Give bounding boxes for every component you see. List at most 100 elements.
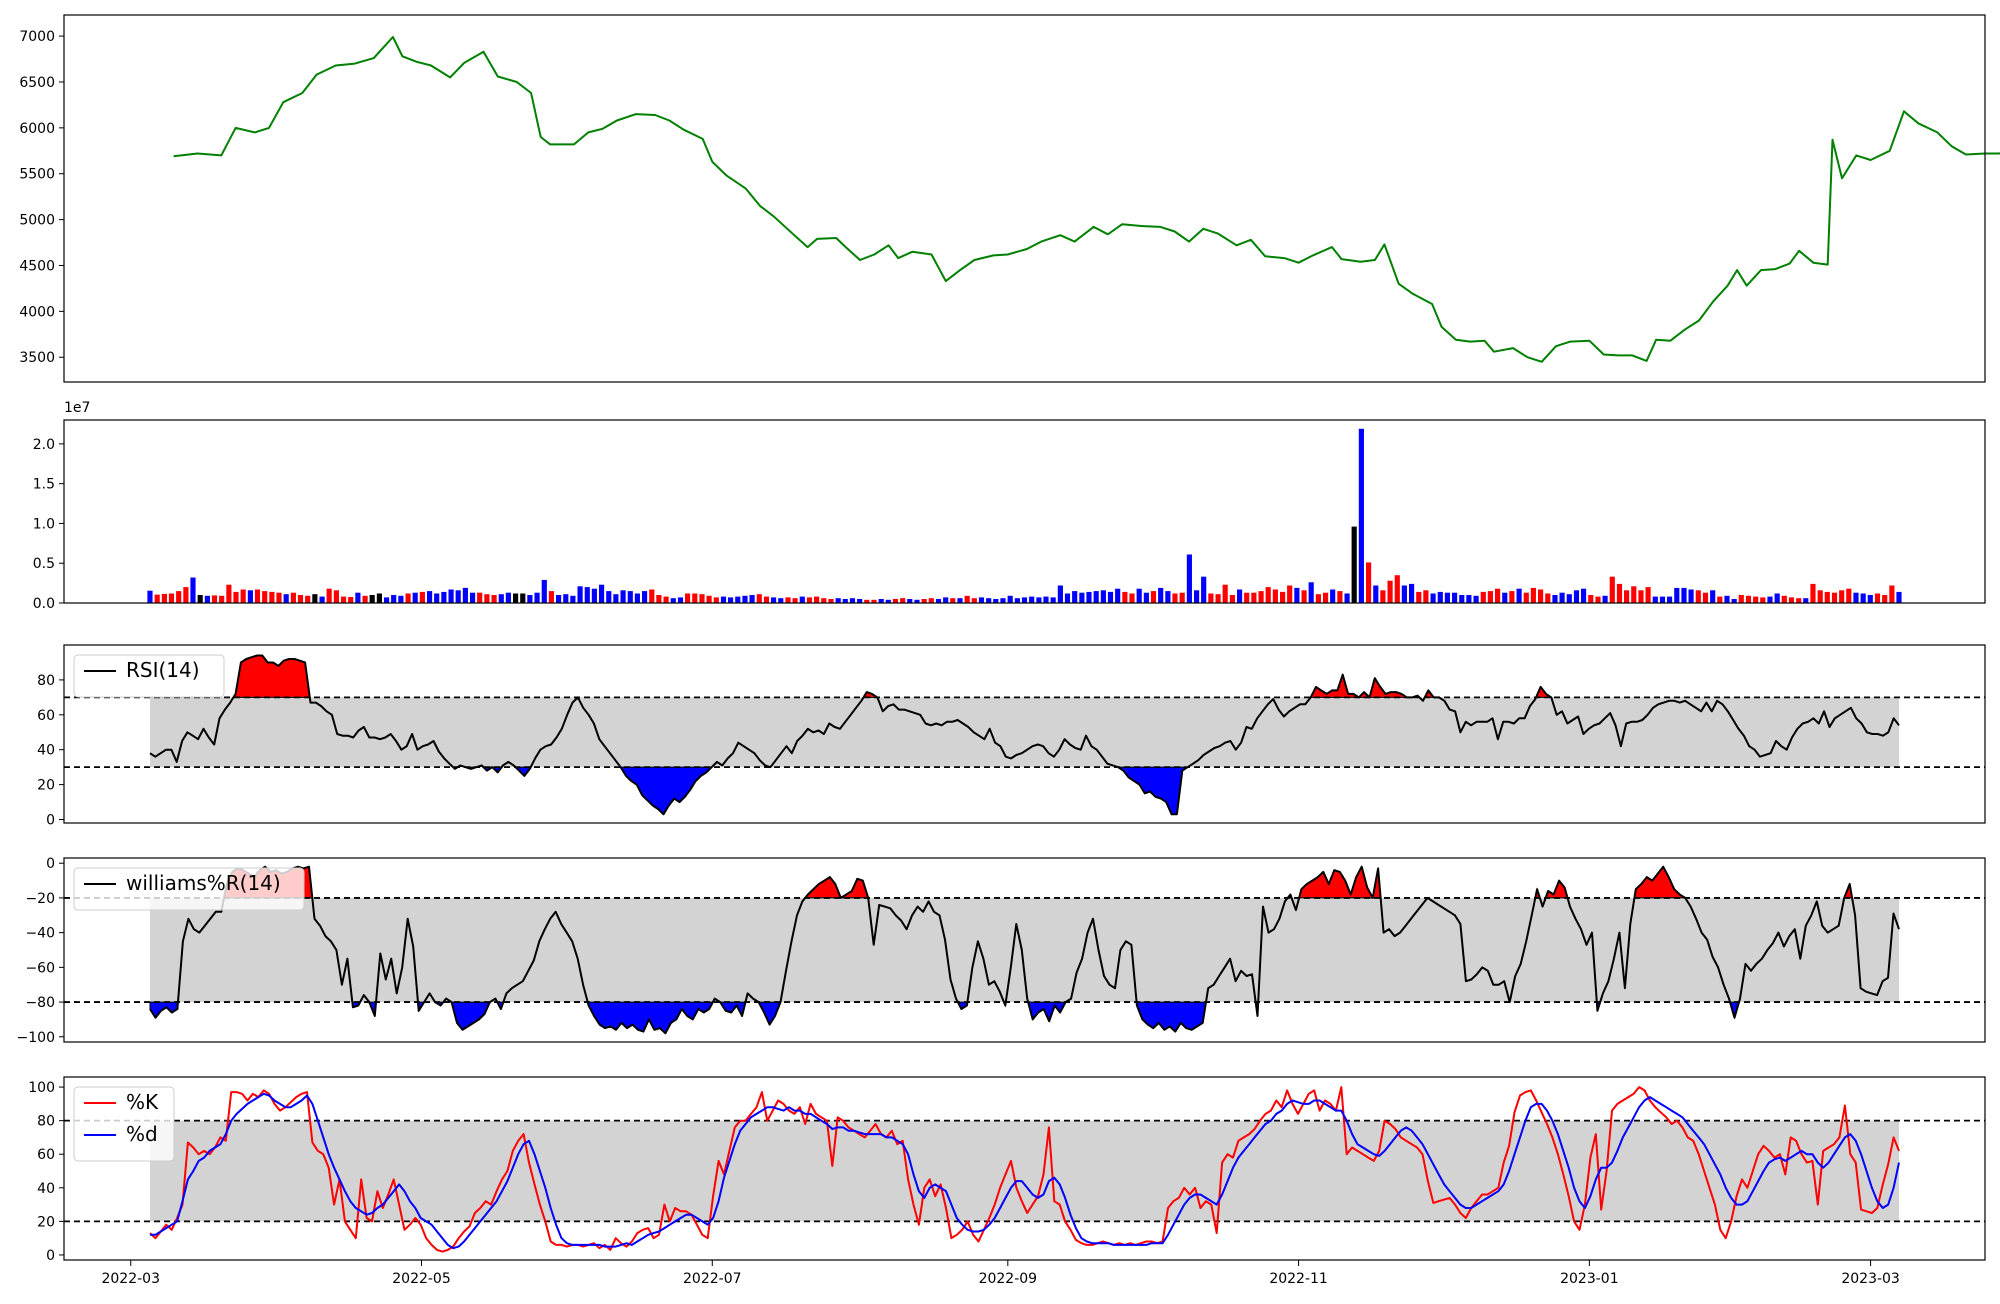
volume-bar (441, 591, 447, 603)
volume-bar (778, 598, 784, 603)
volume-bar (161, 593, 167, 603)
y-tick-label: 4000 (19, 304, 55, 320)
volume-bar (921, 599, 927, 603)
volume-bar (1186, 554, 1192, 603)
volume-bar (1158, 587, 1164, 603)
volume-bar (1538, 589, 1544, 603)
volume-bar (1050, 597, 1056, 603)
y-tick-label: 80 (37, 673, 55, 689)
volume-bar (1616, 583, 1623, 603)
y-tick-label: 0.0 (33, 596, 55, 612)
volume-bar (1452, 592, 1458, 603)
volume-bar (211, 595, 218, 603)
volume-bar (1602, 595, 1608, 603)
volume-bar (649, 589, 655, 603)
volume-bar (677, 597, 684, 603)
volume-bar (1014, 598, 1020, 603)
volume-bar (620, 590, 626, 603)
legend-box (73, 867, 305, 911)
indicator-line-panel-2 (149, 654, 1900, 816)
volume-bar (355, 592, 361, 603)
volume-bar (405, 593, 411, 603)
volume-bar (297, 595, 304, 603)
volume-bar (240, 589, 246, 603)
indicator-panel-frame-2 (63, 644, 1986, 824)
volume-bar (1545, 593, 1551, 603)
x-tick-label: 2022-11 (1269, 1271, 1328, 1287)
y-tick-label: 0.5 (33, 556, 55, 572)
legend-label: RSI(14) (126, 658, 200, 682)
volume-bar (1473, 595, 1479, 603)
y-tick-label: 0 (46, 1248, 55, 1264)
volume-bar (1430, 593, 1436, 603)
volume-bar (470, 592, 476, 603)
y-tick-label: 6500 (19, 75, 55, 91)
y-tick-label: 60 (37, 1147, 55, 1163)
volume-bar (1896, 591, 1902, 603)
volume-bar (1631, 586, 1637, 603)
volume-bar (1007, 595, 1013, 603)
volume-bar (771, 597, 777, 603)
volume-bar (1710, 590, 1716, 603)
y-tick-label: −80 (25, 995, 55, 1011)
volume-bar (591, 588, 597, 603)
y-tick-label: 0 (46, 856, 55, 872)
volume-bar (964, 595, 970, 603)
volume-bar (1530, 587, 1536, 603)
volume-bar (276, 592, 282, 603)
volume-bar (799, 596, 805, 603)
y-tick-label: 40 (37, 1181, 55, 1197)
volume-bar (1337, 591, 1343, 603)
y-tick-label: 20 (37, 1214, 55, 1230)
x-tick-label: 2022-03 (101, 1271, 160, 1287)
volume-bar (1064, 593, 1071, 603)
volume-bar (993, 599, 999, 603)
volume-bar (606, 591, 612, 603)
volume-bar (204, 595, 210, 603)
volume-bar (1280, 591, 1286, 603)
stochastic-panel-frame (63, 1076, 1986, 1261)
volume-bar (384, 597, 390, 603)
volume-bar (1495, 588, 1501, 603)
volume-bar (1487, 591, 1493, 603)
volume-bar (1817, 590, 1823, 603)
volume-bar (1724, 595, 1730, 603)
volume-bar (477, 592, 483, 603)
volume-bar (1301, 590, 1307, 603)
volume-bar (197, 595, 203, 603)
y-tick-label: −20 (25, 891, 55, 907)
volume-bar (613, 594, 619, 603)
x-tick-label: 2022-05 (392, 1271, 451, 1287)
volume-bar (1272, 589, 1278, 603)
y-tick-label: 20 (37, 778, 55, 794)
volume-bar (254, 589, 261, 603)
volume-bar (785, 597, 791, 603)
volume-bar (1072, 591, 1078, 603)
volume-bar (1201, 576, 1207, 603)
volume-bar (190, 577, 196, 603)
volume-bar (183, 587, 189, 603)
volume-bar (1674, 587, 1680, 603)
volume-bar (1588, 595, 1594, 603)
volume-bar (1810, 583, 1816, 603)
volume-bar (957, 598, 963, 603)
volume-bar (1788, 597, 1795, 603)
y-tick-label: −100 (17, 1030, 55, 1046)
volume-bar (900, 598, 906, 603)
legend-panel-3: williams%R(14) (73, 867, 305, 911)
volume-bar (756, 594, 762, 603)
volume-bar (1129, 593, 1135, 603)
volume-bar (599, 584, 605, 603)
volume-bar (455, 590, 461, 603)
volume-bar (1344, 593, 1350, 603)
volume-bar (1394, 575, 1400, 603)
y-axis-panel-4: 0 20 40 60 80 100 (28, 1080, 64, 1264)
volume-bar (1401, 585, 1407, 603)
volume-bar (1330, 589, 1336, 603)
volume-bar (735, 596, 741, 603)
volume-bar (1086, 591, 1092, 603)
volume-bar (362, 595, 368, 603)
y-tick-label: 7000 (19, 29, 55, 45)
volume-bar (1509, 591, 1515, 603)
volume-bar (305, 595, 311, 603)
